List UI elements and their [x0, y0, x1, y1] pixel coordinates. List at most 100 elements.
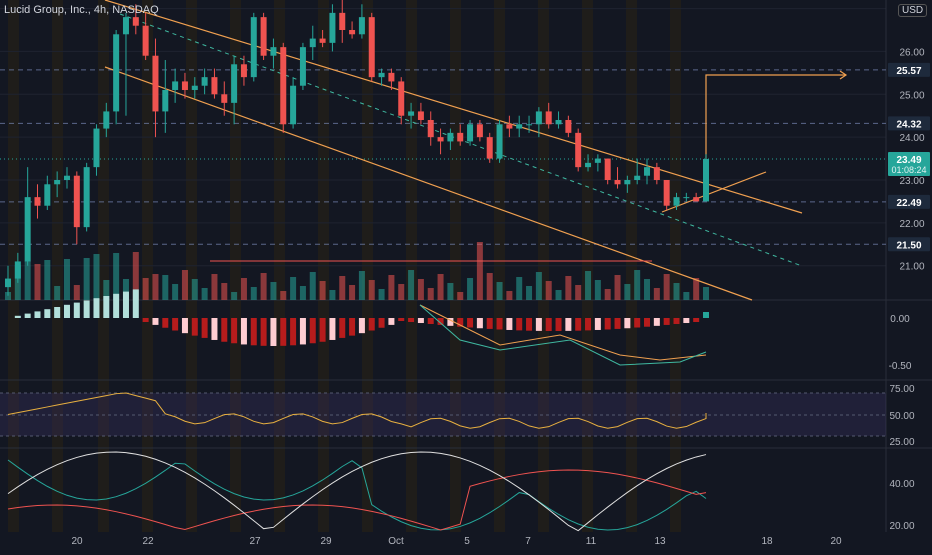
- currency-badge[interactable]: USD: [898, 4, 928, 17]
- candle-body: [260, 17, 267, 56]
- macd-bar: [604, 318, 611, 330]
- candle-body: [250, 17, 257, 78]
- macd-bar: [73, 302, 80, 318]
- time-tick-label: 11: [586, 536, 597, 547]
- macd-bar: [172, 318, 179, 331]
- volume-bar: [555, 290, 562, 300]
- volume-bar: [152, 274, 159, 300]
- macd-bar: [703, 312, 709, 318]
- volume-bar: [506, 291, 513, 300]
- candle-body: [63, 175, 70, 180]
- dmi-minus-line: [7, 469, 707, 531]
- time-tick-label: 29: [320, 536, 332, 547]
- candle-body: [270, 47, 277, 56]
- candle-body: [486, 137, 493, 159]
- candle-body: [122, 17, 129, 35]
- candle-body: [526, 124, 533, 126]
- macd-bar: [594, 318, 601, 330]
- macd-bar: [683, 318, 690, 324]
- volume-bar: [201, 288, 208, 300]
- volume-bar: [162, 275, 169, 300]
- volume-bar: [358, 271, 365, 300]
- candle-body: [191, 85, 198, 90]
- volume-bar: [231, 292, 238, 300]
- macd-bar: [398, 318, 405, 321]
- volume-bar: [240, 278, 247, 300]
- macd-bar: [496, 318, 503, 330]
- volume-bar: [634, 270, 641, 300]
- time-tick-label: 7: [525, 536, 531, 547]
- volume-bar: [644, 279, 651, 300]
- candle-body: [535, 111, 542, 125]
- volume-bar: [693, 278, 700, 300]
- price-label-box: [888, 116, 930, 131]
- macd-bar: [447, 318, 454, 326]
- candle-body: [634, 175, 641, 180]
- chart-title: Lucid Group, Inc., 4h, NASDAQ: [4, 4, 159, 16]
- candle-body: [604, 158, 611, 180]
- macd-bar: [44, 309, 51, 318]
- macd-bar: [368, 318, 375, 331]
- candle-body: [467, 124, 474, 142]
- candle-body: [24, 197, 31, 262]
- candle-body: [585, 162, 592, 168]
- volume-bar: [73, 285, 80, 300]
- volume-bar: [378, 289, 385, 300]
- macd-bar: [526, 318, 533, 331]
- volume-bar: [270, 282, 277, 300]
- macd-bar: [24, 313, 31, 318]
- candle-body: [152, 55, 159, 112]
- volume-bar: [457, 292, 464, 300]
- macd-bar: [486, 318, 493, 329]
- macd-bar: [417, 318, 424, 324]
- volume-bar: [653, 288, 660, 300]
- candle-body: [437, 137, 444, 142]
- macd-bar: [693, 318, 700, 323]
- time-tick-label: Oct: [388, 536, 404, 547]
- volume-bar: [437, 274, 444, 300]
- volume-bar: [113, 253, 120, 300]
- volume-bar: [122, 279, 129, 300]
- volume-bar: [181, 270, 188, 300]
- candle-body: [329, 12, 336, 43]
- macd-bar: [240, 318, 247, 345]
- volume-bar: [575, 285, 582, 300]
- macd-bar: [437, 318, 444, 325]
- time-tick-label: 22: [142, 536, 154, 547]
- price-label: 24.32: [896, 119, 921, 130]
- volume-bar: [299, 286, 306, 300]
- candle-body: [44, 184, 51, 206]
- volume-bar: [585, 271, 592, 300]
- macd-bar: [319, 318, 326, 342]
- volume-bar: [624, 284, 631, 300]
- macd-tick-label: -0.50: [889, 361, 912, 372]
- candle-body: [221, 94, 228, 103]
- macd-bar: [555, 318, 562, 331]
- macd-bar: [260, 318, 267, 346]
- volume-bar: [663, 274, 670, 300]
- volume-bar: [34, 264, 41, 300]
- price-tick-label: 21.00: [899, 262, 924, 273]
- macd-bar: [585, 318, 592, 331]
- volume-bar: [191, 279, 198, 300]
- volume-bar: [63, 259, 70, 300]
- candle-body: [614, 180, 621, 185]
- candle-body: [476, 124, 483, 138]
- volume-bar: [516, 277, 523, 300]
- macd-bar: [270, 318, 277, 346]
- candle-body: [408, 111, 415, 116]
- volume-bar: [398, 284, 405, 300]
- dmi-plus-line: [7, 459, 707, 531]
- price-tick-label: 22.00: [899, 219, 924, 230]
- volume-bar: [290, 277, 297, 300]
- volume-bar: [349, 285, 356, 300]
- macd-bar: [614, 318, 621, 329]
- rsi-tick-label: 75.00: [889, 384, 914, 395]
- volume-bar: [309, 272, 316, 300]
- candle-body: [14, 261, 21, 279]
- volume-bar: [427, 288, 434, 300]
- candle-body: [319, 38, 326, 43]
- macd-line: [419, 304, 707, 366]
